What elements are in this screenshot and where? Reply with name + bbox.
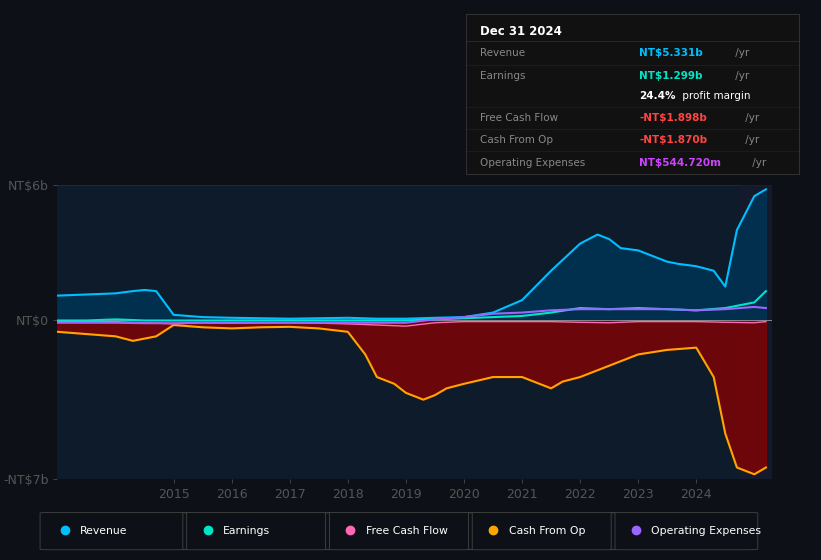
Text: profit margin: profit margin bbox=[679, 91, 750, 101]
Text: Cash From Op: Cash From Op bbox=[508, 526, 585, 535]
Text: /yr: /yr bbox=[742, 113, 759, 123]
Text: /yr: /yr bbox=[732, 72, 750, 81]
Bar bbox=[740, 185, 772, 479]
Text: Dec 31 2024: Dec 31 2024 bbox=[479, 25, 562, 38]
Text: -NT$1.870b: -NT$1.870b bbox=[640, 136, 708, 145]
Text: /yr: /yr bbox=[749, 158, 766, 167]
Text: Revenue: Revenue bbox=[80, 526, 128, 535]
Text: 24.4%: 24.4% bbox=[640, 91, 676, 101]
Text: Earnings: Earnings bbox=[223, 526, 270, 535]
Text: Revenue: Revenue bbox=[479, 48, 525, 58]
Text: NT$544.720m: NT$544.720m bbox=[640, 158, 721, 167]
Text: /yr: /yr bbox=[732, 48, 750, 58]
Text: NT$5.331b: NT$5.331b bbox=[640, 48, 703, 58]
Text: Cash From Op: Cash From Op bbox=[479, 136, 553, 145]
Text: Earnings: Earnings bbox=[479, 72, 525, 81]
Text: -NT$1.898b: -NT$1.898b bbox=[640, 113, 707, 123]
Text: Free Cash Flow: Free Cash Flow bbox=[365, 526, 447, 535]
Text: /yr: /yr bbox=[742, 136, 759, 145]
Text: Operating Expenses: Operating Expenses bbox=[479, 158, 585, 167]
Text: NT$1.299b: NT$1.299b bbox=[640, 72, 703, 81]
Text: Operating Expenses: Operating Expenses bbox=[651, 526, 761, 535]
Text: Free Cash Flow: Free Cash Flow bbox=[479, 113, 557, 123]
